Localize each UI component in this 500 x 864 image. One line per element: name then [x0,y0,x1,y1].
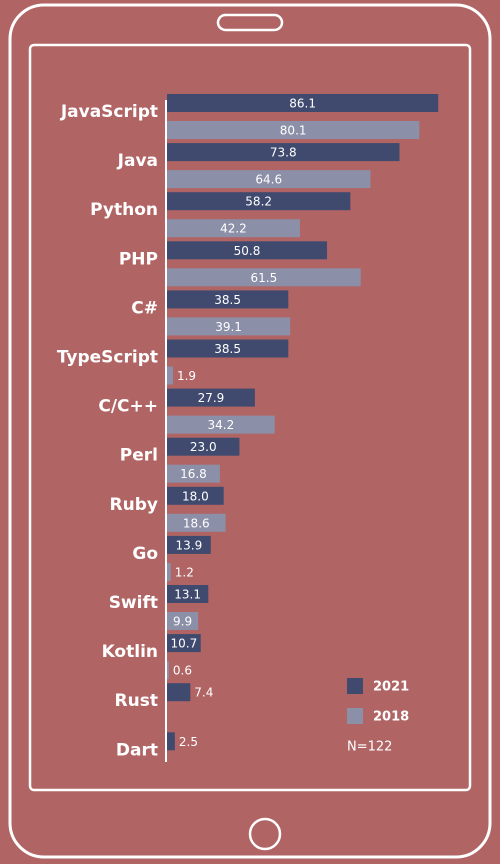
value-label: 1.9 [177,369,196,383]
bar [167,661,169,680]
category-label: Perl [120,446,158,466]
value-label: 27.9 [198,391,225,405]
category-label: JavaScript [60,102,158,122]
bar [167,366,173,385]
value-label: 61.5 [251,271,278,285]
bar [167,388,255,407]
value-label: 18.0 [182,489,209,503]
bar [167,170,371,189]
legend-swatch [347,708,363,724]
bar [167,683,191,702]
value-label: 10.7 [170,637,197,651]
value-label: 73.8 [270,146,297,160]
category-label: Go [132,544,158,564]
value-label: 64.6 [255,173,282,187]
value-label: 86.1 [289,97,316,111]
category-label: Python [90,200,158,220]
bar [167,535,211,554]
bar [167,241,328,260]
category-label: Swift [109,593,158,613]
value-label: 13.9 [176,538,203,552]
legend-swatch [347,678,363,694]
value-label: 58.2 [245,195,272,209]
bar [167,192,351,211]
category-label: C/C++ [98,397,158,417]
bar [167,634,201,653]
bar [167,121,420,139]
bar [167,290,289,309]
phone-speaker [216,13,284,32]
bar [167,268,361,287]
category-label: Kotlin [102,642,158,662]
bar [167,339,289,358]
phone-screen [28,43,472,792]
value-label: 38.5 [214,342,241,356]
value-label: 42.2 [220,222,247,236]
category-label: Ruby [110,495,158,515]
value-label: 13.1 [174,588,201,602]
category-label: Java [117,151,158,171]
bar [167,562,171,581]
home-button [248,817,282,851]
bar [167,513,226,532]
phone-frame [8,3,492,859]
value-label: 0.6 [173,664,192,678]
legend-label: 2018 [373,710,409,725]
bar [167,143,400,162]
category-label: TypeScript [57,348,158,368]
sample-note: N=122 [347,740,392,755]
value-label: 9.9 [173,615,192,629]
value-label: 18.6 [183,516,210,530]
legend-label: 2021 [373,680,409,695]
bar [167,486,224,505]
value-label: 34.2 [208,418,235,432]
value-label: 2.5 [179,735,198,749]
value-label: 7.4 [194,686,213,700]
category-label: C# [131,298,158,318]
value-label: 50.8 [234,244,261,258]
bar [167,94,439,112]
bar [167,612,199,630]
bar [167,415,275,434]
category-label: PHP [119,249,158,269]
category-label: Rust [115,691,158,711]
bar [167,464,220,483]
bar [167,585,209,603]
bar [167,437,240,456]
category-label: Dart [116,740,158,760]
value-label: 16.8 [180,467,207,481]
value-label: 23.0 [190,440,217,454]
value-label: 1.2 [175,565,194,579]
value-label: 39.1 [215,320,242,334]
bar [167,732,175,751]
value-label: 80.1 [280,124,307,138]
bar [167,317,291,336]
bar [167,219,300,238]
value-label: 38.5 [214,293,241,307]
